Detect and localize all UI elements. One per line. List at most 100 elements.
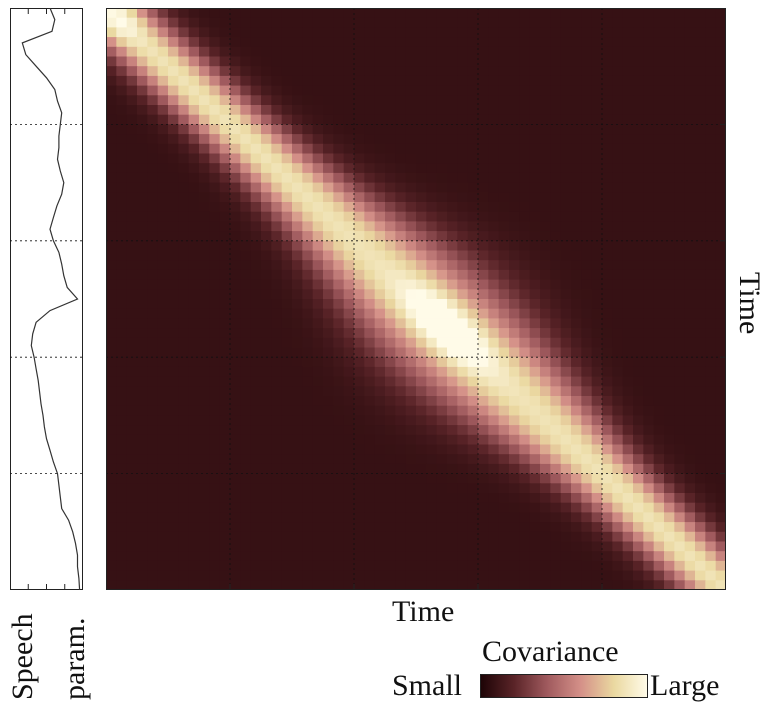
heatmap-cell [426, 279, 438, 290]
heatmap-cell [219, 56, 231, 67]
heatmap-cell [261, 260, 272, 271]
heatmap-cell [178, 66, 190, 77]
heatmap-cell [436, 493, 448, 504]
heatmap-cell [674, 580, 686, 590]
heatmap-cell [385, 163, 396, 174]
heatmap-cell [581, 8, 593, 19]
heatmap-cell [281, 434, 293, 446]
heatmap-cell [488, 85, 500, 96]
heatmap-cell [126, 8, 138, 19]
heatmap-cell [519, 172, 531, 184]
heatmap-cell [209, 124, 221, 135]
heatmap-cell [478, 105, 489, 116]
heatmap-cell [343, 308, 355, 319]
heatmap-cell [695, 202, 706, 213]
heatmap-cell [498, 269, 510, 281]
heatmap-cell [271, 17, 283, 28]
heatmap-cell [343, 134, 355, 145]
heatmap-cell [395, 531, 407, 543]
heatmap-cell [509, 405, 520, 416]
heatmap-cell [219, 66, 231, 77]
heatmap-cell [581, 260, 593, 271]
heatmap-cell [612, 75, 624, 87]
heatmap-cell [416, 279, 427, 290]
heatmap-cell [230, 444, 241, 455]
heatmap-cell [281, 357, 293, 368]
heatmap-cell [498, 260, 510, 271]
heatmap-cell [343, 531, 355, 543]
heatmap-cell [209, 260, 221, 271]
heatmap-cell [343, 269, 355, 281]
heatmap-cell [550, 143, 562, 155]
heatmap-cell [168, 8, 179, 19]
heatmap-cell [157, 182, 169, 193]
heatmap-cell [261, 347, 272, 358]
heatmap-cell [715, 66, 726, 77]
heatmap-cell [540, 299, 551, 310]
heatmap-cell [323, 163, 334, 174]
heatmap-cell [602, 17, 613, 28]
heatmap-cell [591, 95, 603, 106]
heatmap-cell [571, 386, 582, 397]
heatmap-cell [550, 493, 562, 504]
speech-parameter-plot [10, 8, 83, 590]
heatmap-cell [684, 415, 696, 426]
heatmap-cell [581, 37, 593, 48]
heatmap-cell [571, 560, 582, 572]
heatmap-cell [509, 299, 520, 310]
heatmap-cell [529, 560, 541, 572]
heatmap-cell [261, 163, 272, 174]
heatmap-cell [250, 405, 262, 416]
heatmap-cell [478, 260, 489, 271]
heatmap-cell [385, 444, 396, 455]
heatmap-cell [385, 473, 396, 484]
heatmap-cell [519, 580, 531, 590]
heatmap-cell [271, 473, 283, 484]
heatmap-cell [488, 37, 500, 48]
heatmap-cell [199, 434, 210, 446]
heatmap-cell [250, 240, 262, 252]
heatmap-cell [281, 337, 293, 349]
heatmap-cell [674, 260, 686, 271]
heatmap-cell [126, 328, 138, 339]
heatmap-cell [478, 66, 489, 77]
heatmap-cell [416, 105, 427, 116]
heatmap-cell [405, 124, 417, 135]
heatmap-cell [374, 347, 386, 358]
heatmap-cell [540, 473, 551, 484]
heatmap-cell [519, 105, 531, 116]
heatmap-cell [581, 512, 593, 523]
heatmap-cell [333, 202, 345, 213]
heatmap-cell [240, 541, 252, 552]
heatmap-cell [560, 531, 572, 543]
heatmap-cell [199, 143, 210, 155]
heatmap-cell [705, 347, 717, 358]
heatmap-cell [137, 454, 148, 465]
heatmap-cell [529, 366, 541, 378]
heatmap-cell [633, 289, 644, 300]
heatmap-cell [674, 37, 686, 48]
speech-gridlines [10, 124, 83, 475]
heatmap-cell [602, 318, 613, 329]
heatmap-cell [519, 163, 531, 174]
heatmap-cell [581, 415, 593, 426]
heatmap-cell [529, 415, 541, 426]
heatmap-cell [478, 27, 489, 38]
heatmap-cell [209, 37, 221, 48]
heatmap-cell [519, 56, 531, 67]
heatmap-cell [509, 85, 520, 96]
heatmap-cell [674, 541, 686, 552]
heatmap-cell [405, 415, 417, 426]
heatmap-cell [643, 493, 655, 504]
heatmap-cell [540, 260, 551, 271]
heatmap-cell [591, 46, 603, 58]
heatmap-cell [199, 260, 210, 271]
heatmap-cell [168, 444, 179, 455]
heatmap-cell [560, 250, 572, 261]
heatmap-cell [323, 483, 334, 494]
heatmap-cell [653, 512, 665, 523]
heatmap-cell [364, 337, 376, 349]
heatmap-cell [478, 134, 489, 145]
heatmap-cell [240, 522, 252, 533]
heatmap-cell [261, 444, 272, 455]
